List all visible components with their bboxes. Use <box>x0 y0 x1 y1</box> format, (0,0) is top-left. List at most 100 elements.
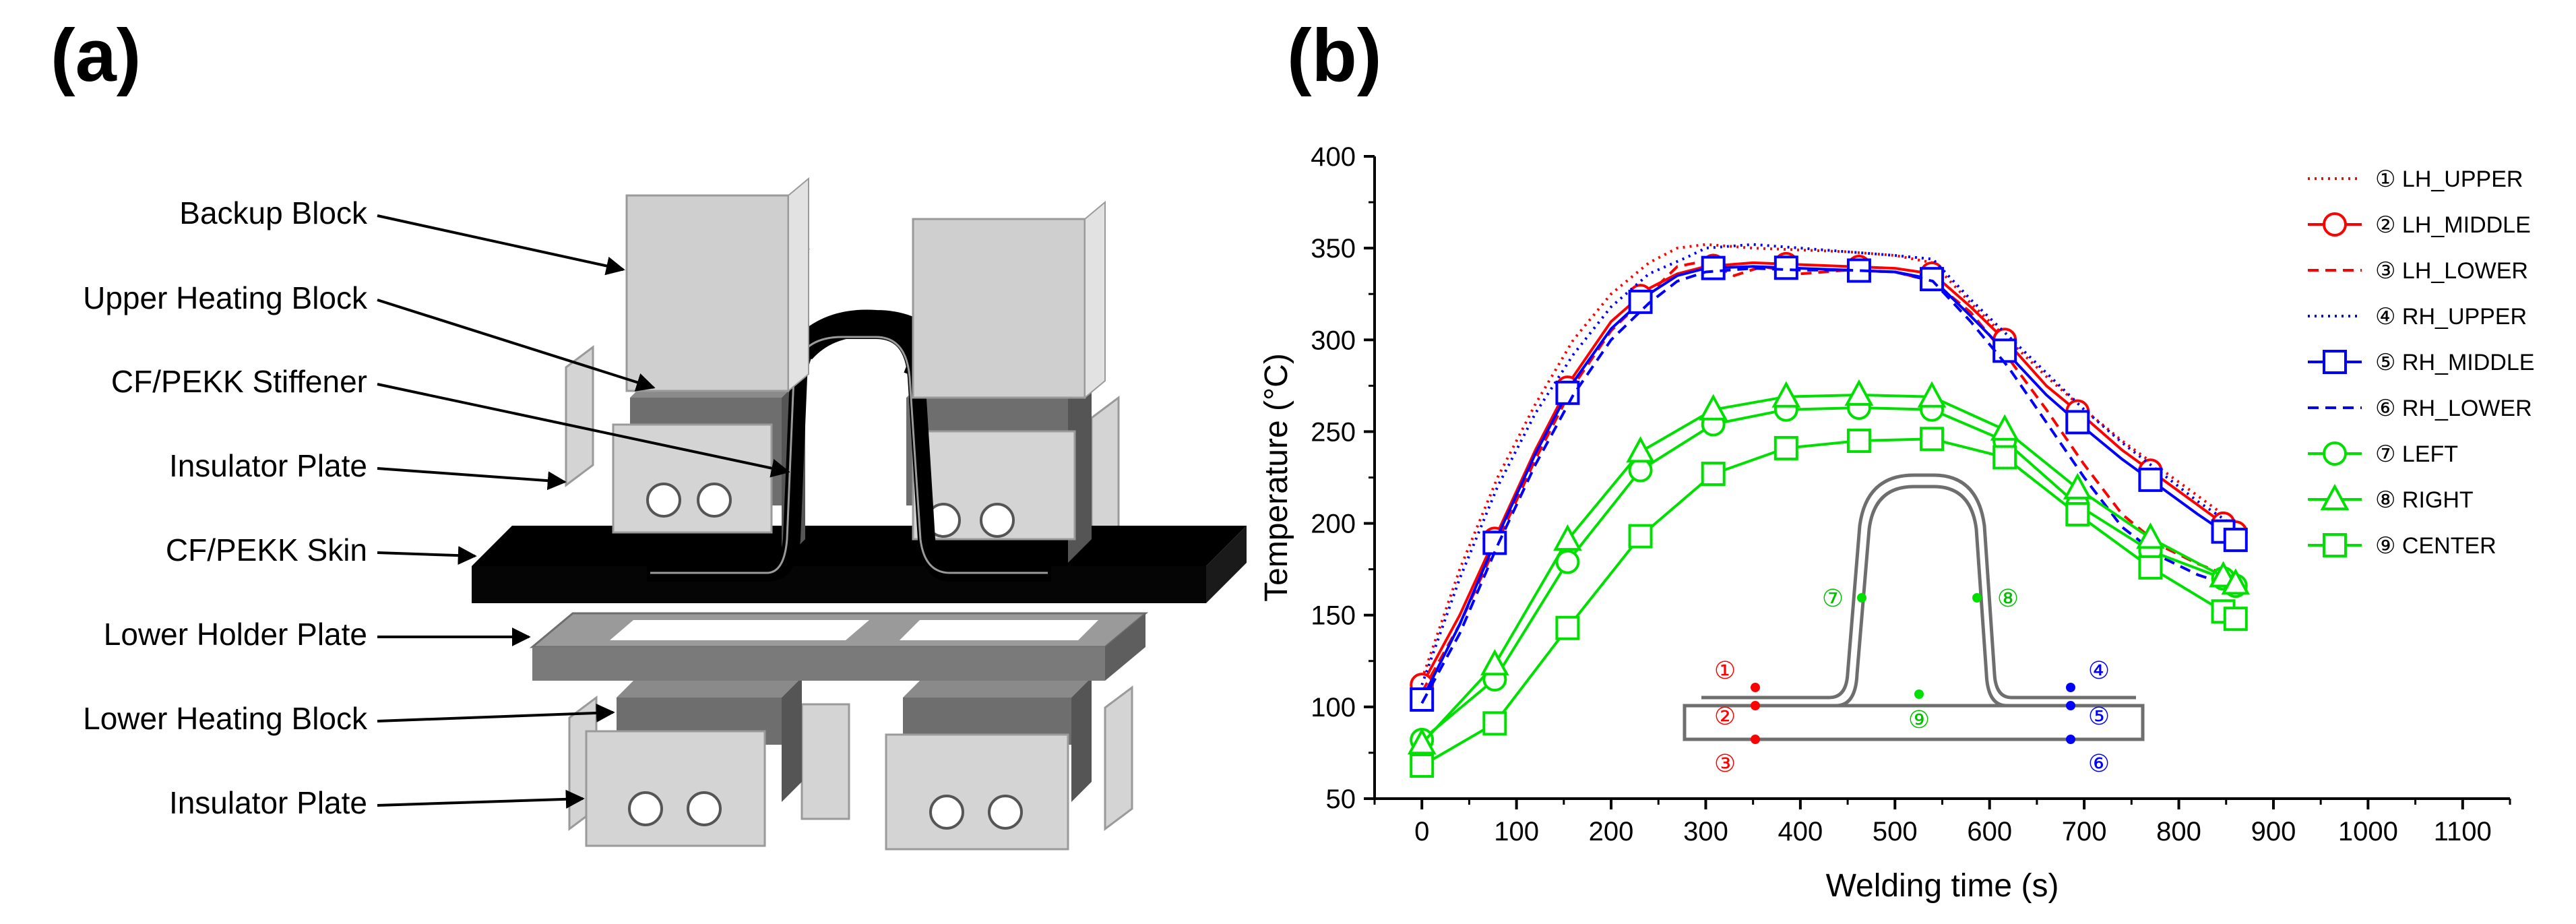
chart-axes: 0 100 200 300 400 500 600 700 800 900 1000 1100 50 10… <box>1259 142 2511 904</box>
callout-upper-heating-block: Upper Heating Block <box>83 280 368 315</box>
inset-label-9: ⑨ <box>1908 706 1930 734</box>
x-tick-label: 1100 <box>2434 817 2492 846</box>
series-marker <box>1555 549 1580 574</box>
legend-marker <box>2323 441 2347 466</box>
inset-label-1: ① <box>1714 657 1736 685</box>
sensor-point <box>1914 689 1924 699</box>
series-marker <box>2223 607 2248 632</box>
series-marker <box>1917 381 1947 408</box>
y-tick-label: 400 <box>1311 142 1356 172</box>
x-tick-label: 300 <box>1683 817 1728 846</box>
lower-holder-plate-opening-left <box>610 620 869 640</box>
callout-backup-block: Backup Block <box>179 195 368 230</box>
upper-left-insulator-plate <box>565 345 594 487</box>
series-9 <box>1410 427 2248 778</box>
series-marker <box>2223 528 2248 553</box>
series-marker <box>1410 687 1435 712</box>
arrow <box>377 789 585 809</box>
series-marker <box>1773 255 1798 280</box>
x-tick-label: 600 <box>1967 817 2012 846</box>
callout-stiffener: CF/PEKK Stiffener <box>111 364 367 399</box>
series-marker <box>1701 462 1726 487</box>
lower-middle-insulator-left <box>800 703 850 820</box>
sensor-point <box>1751 701 1760 710</box>
x-tick-label: 900 <box>2251 817 2296 846</box>
legend-label: ③ LH_LOWER <box>2375 258 2528 284</box>
series-marker <box>1846 429 1871 454</box>
panel-a-label: (a) <box>51 14 141 97</box>
skin-side <box>1206 526 1247 603</box>
arrow <box>377 546 477 565</box>
series-line <box>1420 265 2236 700</box>
bolt-hole <box>646 483 681 518</box>
stiffener-edge <box>650 336 1048 574</box>
callout-insulator-plate-upper: Insulator Plate <box>169 448 367 483</box>
series-marker <box>2065 501 2090 526</box>
series-marker <box>1771 381 1801 408</box>
series-marker <box>2136 522 2165 549</box>
backup-block-left-side <box>788 177 809 393</box>
y-tick-label: 50 <box>1326 784 1356 814</box>
x-tick-label: 400 <box>1778 817 1823 846</box>
sensor-point <box>1972 593 1982 603</box>
series-2 <box>1410 251 2248 698</box>
series-line <box>1420 267 2236 704</box>
series-line <box>1420 406 2236 741</box>
legend-label: ⑨ CENTER <box>2375 533 2496 559</box>
legend-marker <box>2320 483 2350 510</box>
legend-label: ⑧ RIGHT <box>2375 487 2474 513</box>
legend-marker <box>2323 212 2347 237</box>
series-marker <box>2063 472 2092 499</box>
inset-label-7: ⑦ <box>1822 585 1844 613</box>
series-7 <box>1410 396 2248 752</box>
x-tick-label: 700 <box>2062 817 2107 846</box>
series-marker <box>1626 436 1655 463</box>
bolt-hole <box>628 791 663 826</box>
y-tick-label: 150 <box>1311 601 1356 631</box>
bolt-hole <box>687 791 722 826</box>
x-tick-label: 100 <box>1494 817 1539 846</box>
x-axis-title: Welding time (s) <box>1826 868 2059 904</box>
upper-insulator-front-left <box>612 423 773 534</box>
series-line <box>1420 243 2236 680</box>
y-tick-label: 300 <box>1311 326 1356 355</box>
series-marker <box>1482 711 1507 736</box>
series-4 <box>1420 243 2236 685</box>
lower-insulator-front-right <box>885 733 1069 851</box>
chart-series <box>1407 243 2251 778</box>
x-tick-label: 500 <box>1873 817 1918 846</box>
arrow <box>377 299 656 392</box>
chart-legend: ① LH_UPPER ② LH_MIDDLE ③ LH_LOWER ④ RH_UPPE… <box>2308 166 2534 559</box>
series-line <box>1420 259 2236 694</box>
sensor-point <box>1751 683 1760 692</box>
callout-skin: CF/PEKK Skin <box>166 532 367 567</box>
lower-insulator-front-left <box>585 730 766 847</box>
skin-top <box>472 526 1247 566</box>
y-tick-label: 200 <box>1311 510 1356 539</box>
series-marker <box>1920 267 1945 292</box>
backup-block-right <box>912 218 1086 399</box>
inset-stiffener-outer <box>1701 473 2136 700</box>
callout-arrows <box>377 214 790 809</box>
y-axis-title: Temperature (°C) <box>1259 353 1294 602</box>
series-marker <box>1992 338 2017 363</box>
series-5 <box>1410 255 2248 712</box>
backup-block-left <box>625 194 790 392</box>
series-marker <box>1773 435 1798 460</box>
series-marker <box>1628 289 1653 314</box>
inset-schematic: ① ② ③ ④ ⑤ ⑥ ⑦ ⑧ ⑨ <box>1683 473 2145 778</box>
backup-block-right-side <box>1084 200 1106 400</box>
series-marker <box>1628 524 1653 549</box>
lower-holder-plate-front <box>532 647 1105 681</box>
series-marker <box>1990 414 2019 441</box>
temperature-chart: 0 100 200 300 400 500 600 700 800 900 1000 1100 50 10… <box>1259 142 2534 904</box>
inset-label-8: ⑧ <box>1997 585 2019 613</box>
series-marker <box>2221 568 2251 595</box>
lower-heating-block-left-top <box>617 677 802 698</box>
sensor-point <box>2066 735 2075 744</box>
inset-skin <box>1683 704 2145 741</box>
series-marker <box>1555 615 1580 640</box>
series-marker <box>1992 445 2017 470</box>
bolt-hole <box>980 503 1015 538</box>
legend-label: ⑤ RH_MIDDLE <box>2375 350 2534 375</box>
